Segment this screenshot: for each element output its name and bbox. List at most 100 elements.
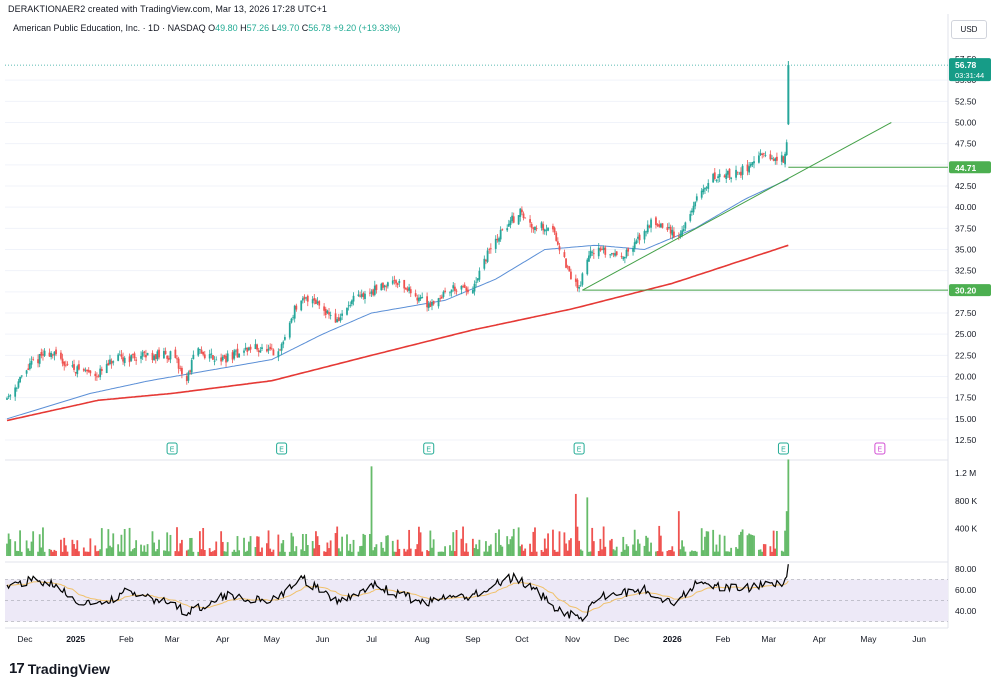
- candle-body: [506, 228, 509, 231]
- volume-bar: [602, 526, 605, 556]
- candle-body: [707, 183, 710, 189]
- candle-body: [87, 369, 90, 372]
- volume-bar: [223, 551, 226, 556]
- candle-body: [279, 349, 281, 351]
- volume-bar: [489, 544, 492, 556]
- volume-bar: [110, 547, 113, 556]
- candle-body: [19, 376, 21, 383]
- candle-body: [776, 156, 778, 161]
- candle-body: [761, 153, 764, 155]
- volume-bar: [396, 539, 399, 556]
- earnings-label: E: [170, 447, 175, 454]
- volume-bar: [694, 550, 697, 556]
- volume-bar: [131, 549, 134, 556]
- candle-body: [259, 350, 262, 353]
- volume-bar: [66, 551, 69, 556]
- volume-bar: [499, 544, 502, 556]
- volume-bar: [290, 532, 293, 556]
- candle-body: [507, 223, 510, 227]
- candle-body: [176, 358, 178, 360]
- volume-bar: [432, 539, 435, 556]
- volume-bar: [578, 540, 581, 556]
- high-value: 57.26: [246, 23, 270, 33]
- candle-body: [61, 358, 64, 364]
- time-tick-label: Jun: [912, 634, 926, 644]
- volume-bar: [87, 551, 90, 556]
- price-tick-label: 27.50: [955, 308, 977, 318]
- volume-bar: [316, 536, 319, 556]
- candle-body: [579, 285, 582, 287]
- volume-bar: [105, 548, 108, 556]
- high-label: H: [240, 23, 247, 33]
- candle-body: [248, 347, 250, 351]
- volume-bar: [707, 531, 710, 556]
- candle-body: [558, 246, 561, 251]
- candle-body: [615, 251, 618, 256]
- volume-bar: [61, 551, 64, 556]
- candle-body: [277, 351, 280, 358]
- candle-body: [501, 229, 504, 231]
- volume-bar: [540, 549, 543, 556]
- volume-bar: [787, 459, 790, 556]
- candle-body: [713, 172, 716, 179]
- candle-body: [261, 347, 263, 350]
- candle-body: [315, 299, 317, 305]
- time-tick-label: Nov: [565, 634, 581, 644]
- volume-bar: [323, 551, 326, 556]
- volume-bar: [339, 551, 342, 556]
- candle-body: [346, 307, 348, 315]
- volume-bar: [25, 540, 28, 556]
- candle-body: [540, 222, 543, 228]
- volume-bar: [774, 548, 777, 556]
- volume-bar: [529, 543, 531, 556]
- volume-bar: [277, 534, 280, 556]
- price-tick-label: 47.50: [955, 139, 977, 149]
- volume-bar: [318, 545, 321, 556]
- candle-body: [449, 292, 451, 294]
- volume-bar: [574, 493, 577, 556]
- candle-body: [208, 354, 211, 359]
- currency-button[interactable]: USD: [951, 20, 987, 39]
- change-value: +9.20 (+19.33%): [333, 23, 401, 33]
- volume-bar: [267, 530, 270, 556]
- candle-body: [128, 356, 131, 363]
- candle-body: [266, 349, 268, 352]
- volume-bar: [300, 549, 303, 556]
- volume-bar: [627, 546, 630, 556]
- candle-body: [145, 354, 147, 358]
- candle-body: [290, 318, 293, 323]
- volume-bar: [725, 551, 728, 556]
- volume-bar: [133, 547, 136, 556]
- candle-body: [784, 153, 786, 165]
- candle-body: [385, 286, 388, 288]
- candle-body: [543, 229, 546, 232]
- candle-body: [591, 251, 594, 253]
- candle-body: [532, 227, 535, 230]
- candle-body: [511, 215, 513, 222]
- candle-body: [226, 353, 229, 362]
- candle-body: [164, 350, 167, 355]
- volume-bar: [738, 534, 741, 556]
- candle-body: [403, 279, 406, 289]
- candle-body: [450, 289, 453, 293]
- candle-body: [681, 230, 683, 236]
- volume-bar: [591, 527, 594, 556]
- price-tick-label: 37.50: [955, 223, 977, 233]
- volume-bar: [478, 539, 481, 556]
- volume-bar: [190, 537, 193, 556]
- volume-bar: [547, 533, 549, 556]
- volume-bar: [741, 529, 744, 556]
- volume-bar: [51, 551, 54, 556]
- candle-body: [63, 361, 66, 366]
- candle-body: [471, 290, 474, 294]
- volume-bar: [37, 551, 39, 556]
- candle-body: [110, 360, 113, 364]
- candle-body: [416, 297, 419, 301]
- volume-bar: [431, 547, 433, 556]
- volume-bar: [174, 551, 177, 556]
- volume-bar: [380, 542, 383, 556]
- candle-body: [723, 175, 726, 178]
- candle-body: [632, 248, 634, 252]
- candle-body: [238, 353, 241, 358]
